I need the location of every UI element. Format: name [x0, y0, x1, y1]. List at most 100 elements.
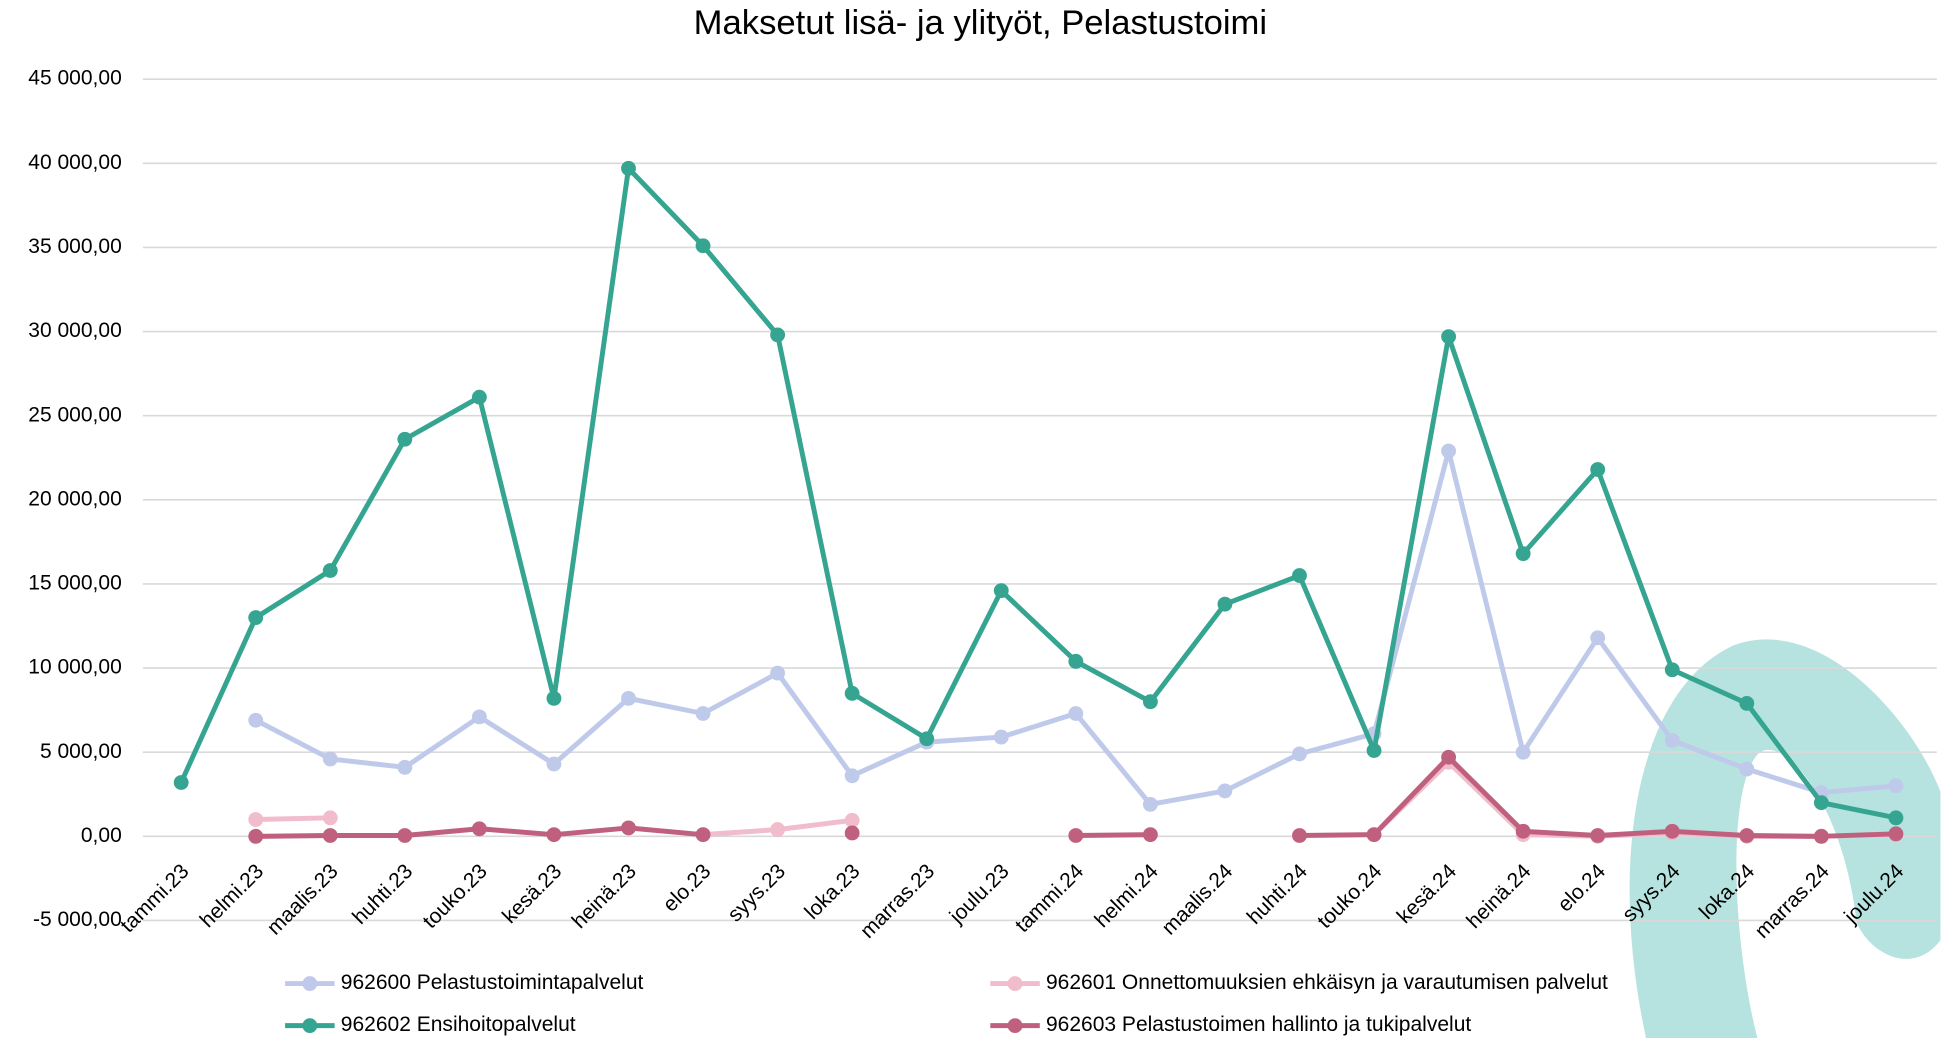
y-tick-label: 15 000,00: [28, 572, 121, 595]
y-tick-label: 45 000,00: [28, 67, 121, 90]
data-point: [1142, 694, 1158, 710]
data-point: [695, 238, 711, 254]
data-point: [844, 685, 860, 701]
data-point: [322, 563, 338, 578]
data-point: [621, 690, 636, 706]
legend-label: 962600 Pelastustoimintapalvelut: [341, 971, 644, 994]
data-point: [1441, 749, 1457, 765]
data-point: [1068, 653, 1084, 669]
y-tick-label: 5 000,00: [40, 740, 122, 763]
data-point: [1813, 828, 1829, 844]
data-point: [1590, 462, 1606, 477]
data-point: [695, 827, 711, 843]
legend-marker: [1007, 976, 1023, 991]
y-tick-label: 0,00: [81, 824, 122, 847]
data-point: [248, 610, 264, 626]
data-point: [322, 810, 338, 826]
x-tick-label: tammi.24: [1011, 860, 1089, 938]
data-point: [1366, 827, 1382, 843]
data-point: [844, 768, 860, 784]
data-point: [397, 828, 413, 843]
y-tick-label: 35 000,00: [28, 235, 121, 258]
series-line: [178, 165, 1897, 821]
legend-label: 962603 Pelastustoimen hallinto ja tukipa…: [1046, 1013, 1471, 1036]
y-tick-label: 10 000,00: [28, 656, 121, 679]
x-tick-label: marras.24: [1751, 859, 1834, 942]
data-point: [546, 827, 562, 843]
data-point: [770, 822, 786, 838]
data-point: [248, 712, 264, 728]
data-point: [1590, 828, 1606, 843]
data-point: [695, 706, 711, 721]
data-point: [844, 812, 860, 828]
y-tick-label: 40 000,00: [28, 151, 121, 174]
x-tick-label: marras.23: [856, 860, 939, 943]
x-tick-label: huhti.23: [348, 860, 417, 929]
x-tick-label: maalis.23: [263, 860, 343, 940]
x-tick-label: touko.23: [419, 860, 492, 933]
x-tick-label: kesä.23: [498, 860, 566, 928]
data-point: [1515, 823, 1531, 839]
y-tick-label: 20 000,00: [28, 487, 121, 510]
data-point: [1664, 823, 1680, 839]
data-point: [1142, 796, 1158, 812]
x-tick-label: loka.23: [800, 860, 864, 924]
legend-label: 962601 Onnettomuuksien ehkäisyn ja varau…: [1046, 971, 1608, 994]
data-point: [1068, 828, 1084, 843]
data-point: [1441, 329, 1457, 345]
data-point: [1441, 443, 1457, 459]
x-tick-label: heinä.24: [1462, 859, 1536, 933]
data-point: [770, 665, 786, 681]
data-point: [1739, 828, 1755, 843]
x-tick-label: elo.24: [1553, 859, 1610, 916]
data-point: [1739, 761, 1755, 777]
data-point: [993, 729, 1009, 745]
data-point: [397, 431, 413, 447]
y-tick-label: 25 000,00: [28, 403, 121, 426]
x-tick-label: huhti.24: [1243, 859, 1312, 928]
data-point: [1813, 795, 1829, 811]
x-tick-label: heinä.23: [568, 860, 641, 933]
data-point: [1217, 783, 1233, 799]
data-point: [1590, 630, 1606, 646]
data-point: [1888, 826, 1904, 842]
data-point: [546, 690, 562, 706]
data-point: [993, 583, 1009, 599]
x-tick-label: joulu.23: [945, 860, 1014, 929]
data-point: [770, 327, 786, 343]
x-tick-label: tammi.23: [116, 860, 193, 937]
data-point: [1142, 827, 1158, 843]
data-point: [1292, 828, 1307, 843]
data-point: [397, 759, 413, 775]
data-point: [1888, 778, 1904, 794]
x-tick-label: kesä.24: [1393, 859, 1462, 928]
data-point: [322, 751, 338, 767]
x-tick-label: maalis.24: [1157, 859, 1237, 939]
legend-marker: [302, 1018, 318, 1034]
decoration: [1629, 639, 1941, 1038]
data-point: [471, 389, 487, 405]
data-point: [1515, 546, 1531, 562]
data-point: [621, 820, 636, 836]
y-tick-label: -5 000,00: [33, 908, 122, 931]
data-point: [1515, 744, 1531, 760]
x-tick-label: touko.24: [1313, 859, 1386, 932]
data-point: [844, 825, 860, 841]
data-point: [471, 709, 487, 725]
data-point: [621, 160, 636, 176]
data-point: [1217, 596, 1233, 612]
data-point: [1366, 743, 1382, 758]
data-point: [1739, 695, 1755, 711]
legend-marker: [1007, 1018, 1023, 1034]
data-point: [471, 821, 487, 837]
data-point: [1664, 733, 1680, 748]
data-point: [322, 828, 338, 843]
data-point: [546, 756, 562, 772]
x-tick-label: helmi.23: [196, 860, 268, 932]
x-tick-label: elo.23: [659, 860, 716, 917]
data-point: [919, 731, 935, 747]
x-tick-label: syys.23: [723, 860, 790, 927]
legend-label: 962602 Ensihoitopalvelut: [341, 1013, 576, 1036]
